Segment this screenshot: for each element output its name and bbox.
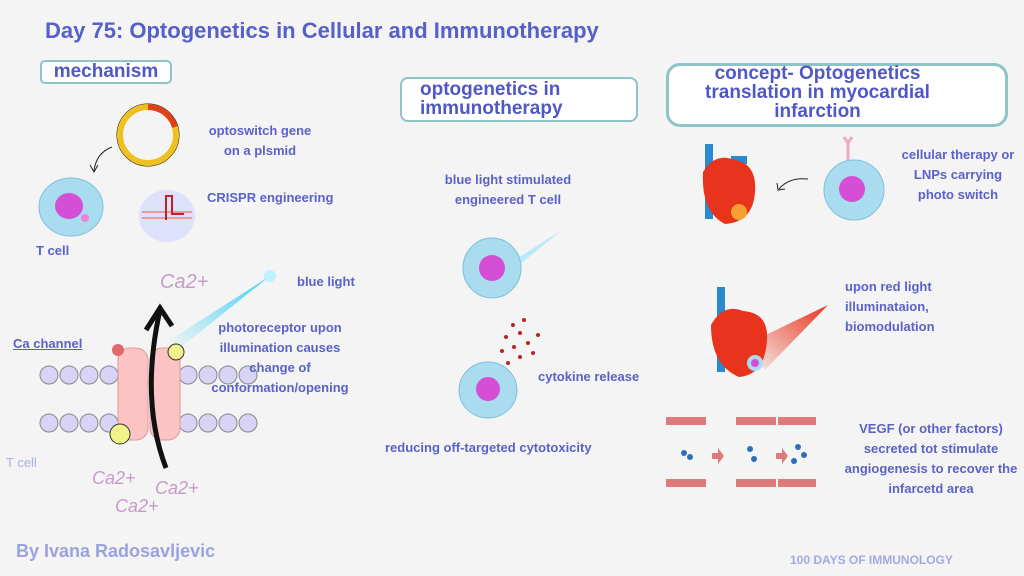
membrane-icon [39,365,258,433]
immunotherapy-heading-box [400,77,638,122]
crispr-icon [139,190,195,242]
reducing-label: reducing off-targeted cytotoxicity [385,440,592,455]
ion-flow-arrow-icon [143,303,175,469]
photoreceptor-label: photoreceptor upon illumination causes c… [211,320,349,395]
t-cell-icon [38,177,104,237]
stimulated-t-cell-icon [462,230,562,299]
vegf-label: VEGF (or other factors) secreted tot sti… [844,421,1018,496]
ion-label-bottom-3: Ca2+ [115,496,159,516]
illuminated-heart-icon [711,287,828,377]
ca-channel-protein-icon [112,344,181,441]
ion-label-top: Ca2+ [160,271,209,293]
engineered-cell-icon [823,136,885,221]
heart-icon [702,144,756,224]
stimulated-label: blue light stimulated engineered T cell [444,172,572,207]
angiogenesis-icon [666,417,816,487]
photoreceptor-icon [167,343,185,361]
page-title: Day 75: Optogenetics in Cellular and Imm… [45,18,599,43]
series-label: 100 DAYS OF IMMUNOLOGY [790,553,953,567]
ion-label-bottom-1: Ca2+ [92,468,136,488]
cytokine-label: cytokine release [538,369,640,384]
author: By Ivana Radosavljevic [16,541,216,561]
arrow-icon-2 [776,178,809,191]
photoreceptor-icon-2 [109,423,131,445]
plasmid-label: optoswitch gene on a plsmid [208,123,312,158]
mechanism-heading-box [40,60,172,84]
mechanism-heading: mechanism [53,61,159,82]
membrane-t-cell-label: T cell [6,455,37,470]
therapy-label: cellular therapy or LNPs carrying photo … [901,147,1015,202]
crispr-label: CRISPR engineering [207,190,334,205]
myocardial-heading-box [666,63,1008,127]
arrow-icon [89,146,113,174]
t-cell-label: T cell [36,243,70,258]
immunotherapy-heading: optogenetics in immunotherapy [420,79,563,119]
ca-channel-label: Ca channel [13,336,83,351]
cytokine-t-cell-icon [458,318,540,419]
ion-label-bottom-2: Ca2+ [155,478,199,498]
myocardial-heading: concept- Optogenetics translation in myo… [705,63,930,122]
red-light-label: upon red light illuminataion, biomodulat… [845,279,935,334]
blue-light-beam-icon [170,270,276,348]
plasmid-icon [116,103,180,167]
blue-light-label: blue light [297,274,355,289]
